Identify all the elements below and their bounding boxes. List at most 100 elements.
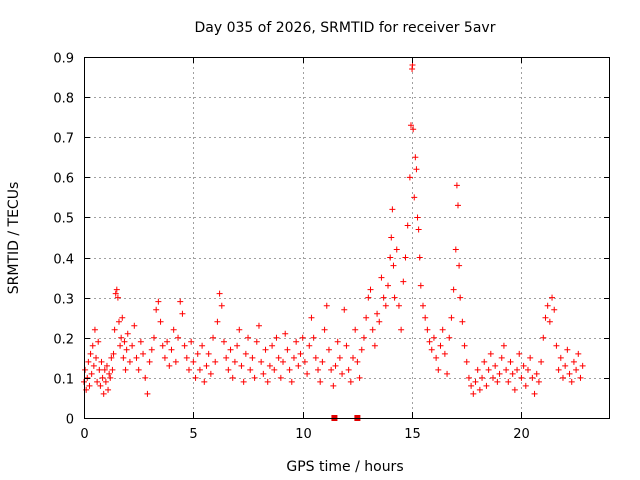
data-point [126,358,133,365]
data-point [450,286,457,293]
data-point [385,282,392,289]
data-point [155,298,162,305]
data-point [121,338,128,345]
data-point [271,366,278,373]
data-point [146,358,153,365]
data-point [457,294,464,301]
data-point [105,386,112,393]
data-point [275,354,282,361]
x-tick-label: 15 [404,427,421,442]
data-point [503,366,510,373]
data-point [535,378,542,385]
data-point [102,378,109,385]
data-point [85,358,92,365]
data-point [137,338,144,345]
data-point [388,234,395,241]
data-point [524,366,531,373]
x-tick-label: 0 [80,427,88,442]
data-point [542,314,549,321]
data-point [323,302,330,309]
data-point [308,314,315,321]
data-point [86,382,93,389]
data-point [249,354,256,361]
data-point [129,342,136,349]
data-point [150,334,157,341]
data-point [389,206,396,213]
x-tick-labels: 0 5 10 15 20 [80,427,529,442]
data-point [516,350,523,357]
y-tick-label: 0.1 [53,373,74,388]
data-point [459,318,466,325]
data-point [148,346,155,353]
data-point [356,374,363,381]
data-point [90,362,97,369]
data-point [559,374,566,381]
data-point [564,346,571,353]
data-point [465,374,472,381]
data-point [199,342,206,349]
data-point [113,286,120,293]
data-point [505,378,512,385]
data-point [441,350,448,357]
data-point [553,342,560,349]
data-point [315,366,322,373]
data-point [529,374,536,381]
data-point [350,354,357,361]
data-point [109,366,116,373]
data-point [98,358,105,365]
data-point [549,294,556,301]
data-point [435,366,442,373]
data-point [201,378,208,385]
data-point [144,390,151,397]
data-point [101,366,108,373]
data-point [103,362,110,369]
data-point [347,378,354,385]
data-point [358,346,365,353]
data-point [481,358,488,365]
data-point [489,374,496,381]
data-point [172,358,179,365]
data-point [88,370,95,377]
data-point [210,334,217,341]
data-point [428,346,435,353]
data-point [122,366,129,373]
data-point [251,374,258,381]
data-point [238,362,245,369]
data-point [205,350,212,357]
data-point [114,294,121,301]
data-point [194,350,201,357]
data-point [412,154,419,161]
data-point [110,350,117,357]
y-axis-label: SRMTID / TECUs [6,182,22,295]
data-point [400,278,407,285]
data-point [297,350,304,357]
data-point [345,366,352,373]
data-point [159,342,166,349]
data-point [446,334,453,341]
data-point [391,294,398,301]
data-point [472,378,479,385]
data-point [531,390,538,397]
data-point [214,318,221,325]
data-point [511,386,518,393]
data-point [87,350,94,357]
data-point [570,358,577,365]
data-point [299,334,306,341]
data-point [196,366,203,373]
data-point [413,166,420,173]
data-point [282,330,289,337]
data-point [161,354,168,361]
data-point [240,378,247,385]
data-point [273,334,280,341]
data-point [422,314,429,321]
data-point [416,254,423,261]
data-point [527,354,534,361]
data-point [192,374,199,381]
data-point [107,374,114,381]
data-point [341,306,348,313]
data-point [258,358,265,365]
data-point [293,338,300,345]
data-point [369,326,376,333]
data-point [546,318,553,325]
data-point [140,350,147,357]
